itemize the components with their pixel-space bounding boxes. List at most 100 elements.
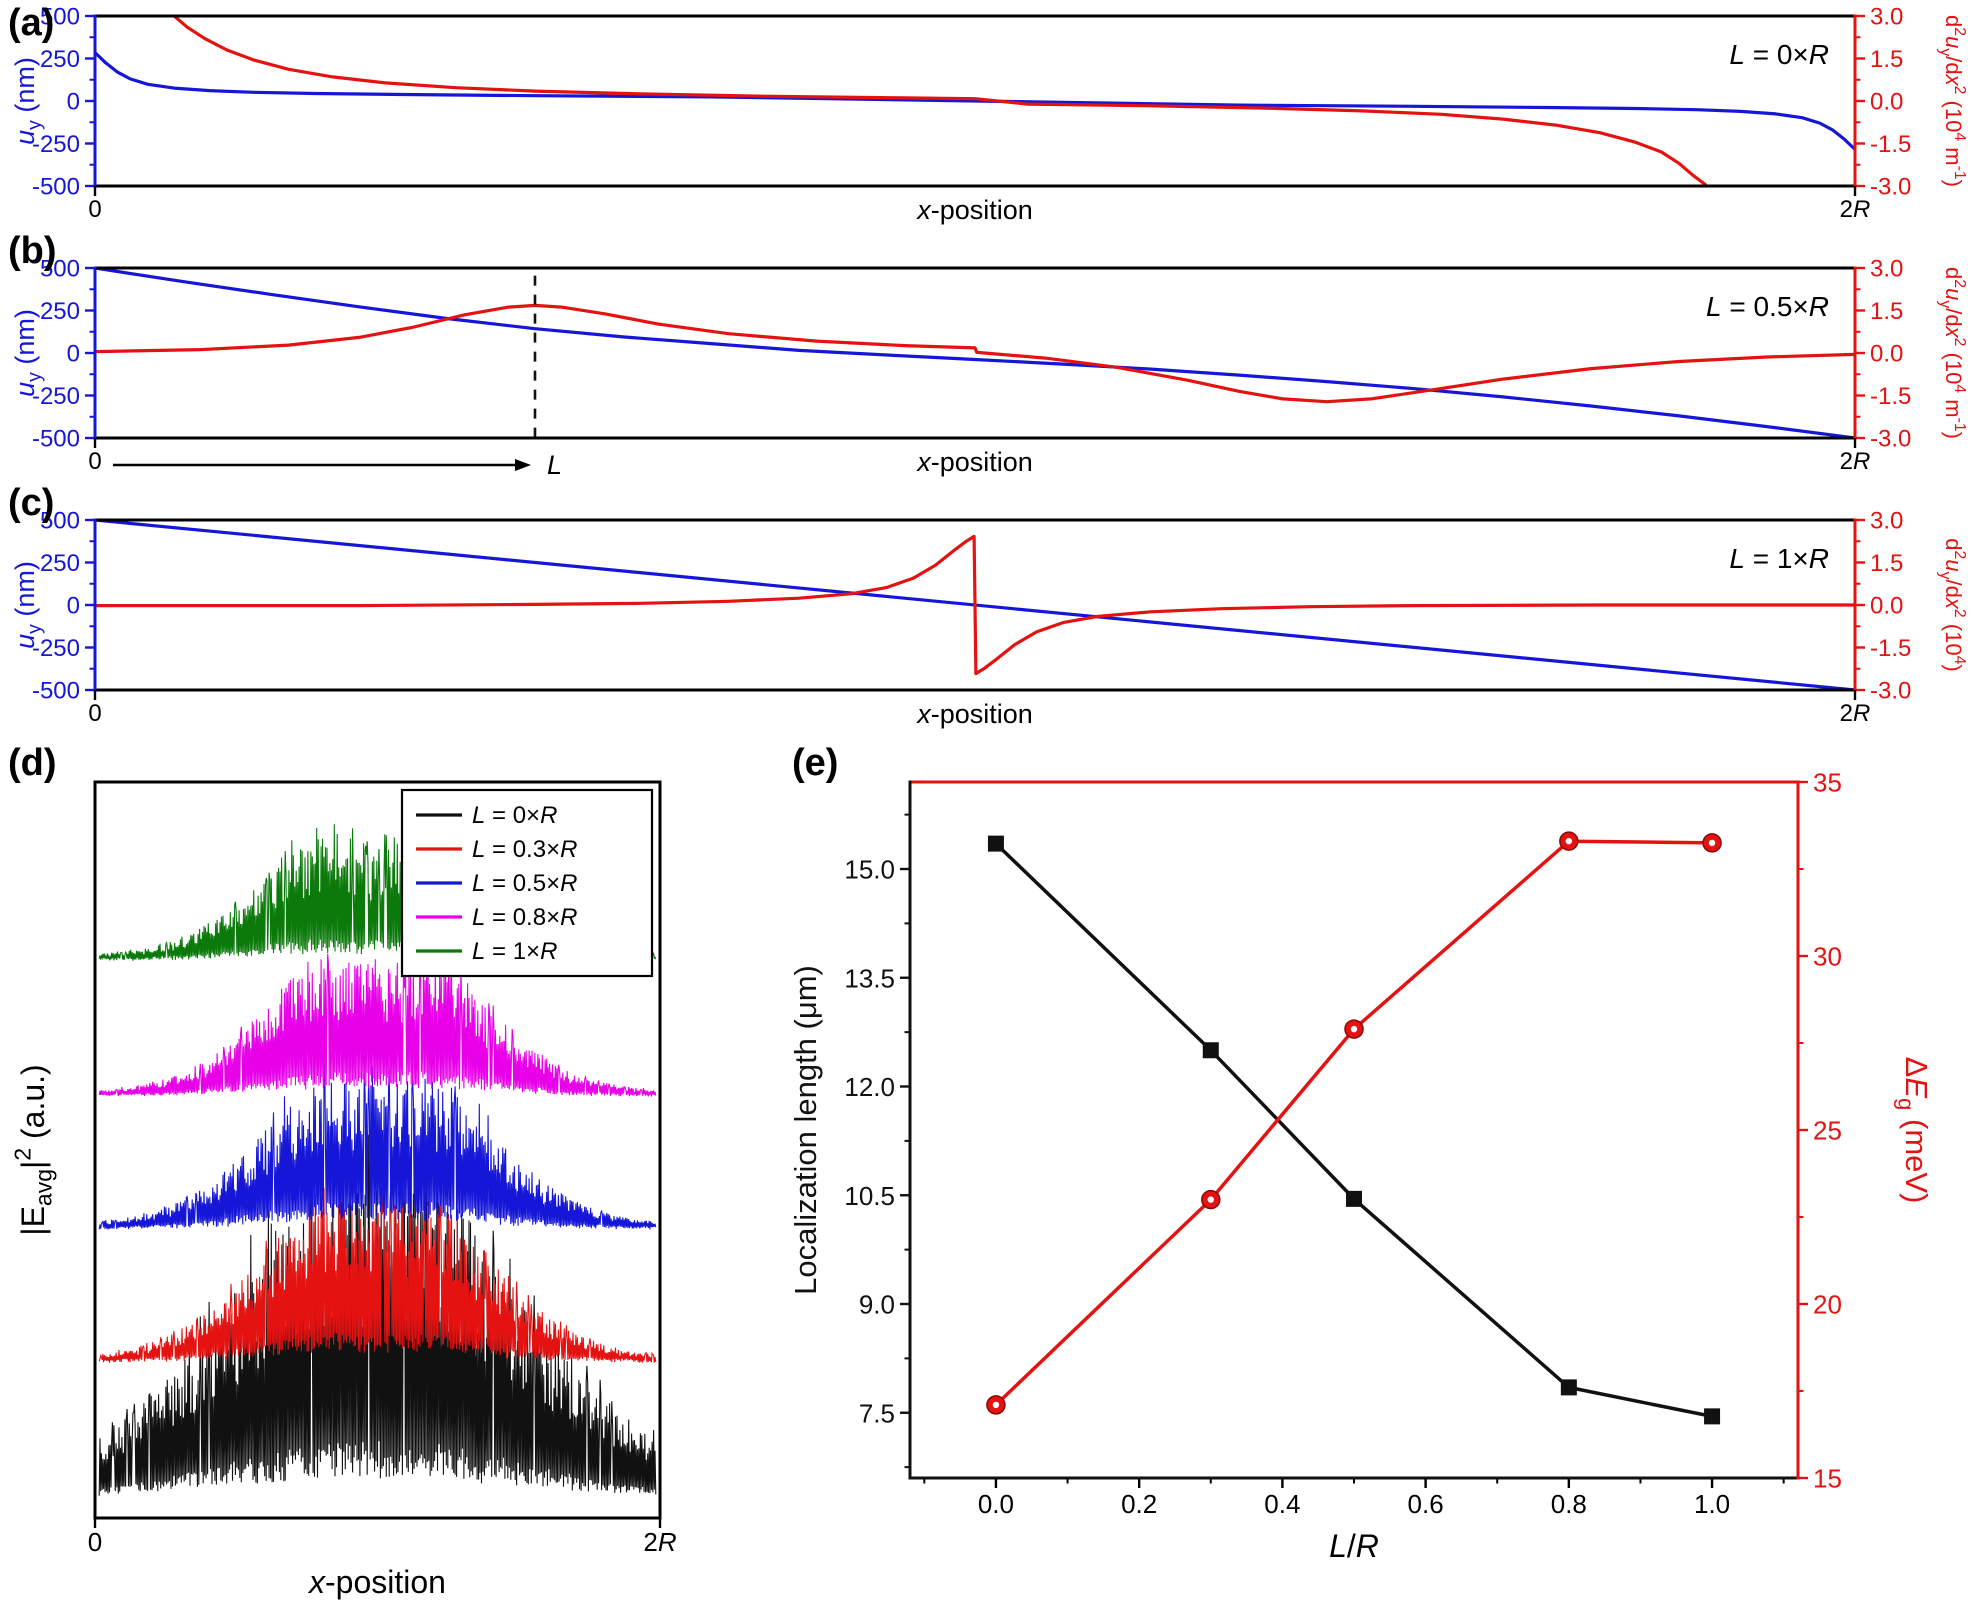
svg-text:d2uy/dx2 (104 m-1): d2uy/dx2 (104 m-1): [1937, 15, 1969, 187]
panel-e-label: (e): [792, 742, 839, 784]
svg-text:2R: 2R: [1840, 448, 1871, 475]
svg-text:15: 15: [1813, 1464, 1842, 1494]
series-field-L-03R: [98, 1179, 657, 1363]
panel-b-series: [95, 268, 1855, 438]
svg-text:-3.0: -3.0: [1870, 677, 1911, 704]
marker-square: [987, 835, 1004, 852]
svg-text:30: 30: [1813, 942, 1842, 972]
svg-text:35: 35: [1813, 768, 1842, 798]
svg-text:-250: -250: [32, 383, 80, 410]
series-field-L-0R: [98, 1134, 657, 1496]
series-field-L-05R: [98, 1064, 657, 1230]
svg-text:-250: -250: [32, 131, 80, 158]
marker-square: [1704, 1408, 1721, 1425]
svg-text:0.0: 0.0: [1870, 88, 1903, 115]
series-curvature: [95, 534, 1855, 676]
legend: L = 0×R L = 0.3×R L = 0.5×R L = 0.8×R L = 1×…: [400, 788, 654, 978]
series-delta-Eg: [994, 839, 1714, 1407]
panel-c-series: [95, 520, 1855, 690]
svg-text:9.0: 9.0: [859, 1290, 895, 1320]
svg-text:d2uy/dx2 (104 m-1): d2uy/dx2 (104 m-1): [1937, 267, 1969, 439]
svg-text:x-position: x-position: [915, 195, 1033, 225]
svg-text:L = 0.3×R: L = 0.3×R: [472, 836, 577, 863]
svg-text:-1.5: -1.5: [1870, 635, 1911, 662]
panel-d-plot: |Eavg|2 (a.u.) 0 2R x-position L = 0×R L = 0.…: [10, 780, 677, 1600]
svg-text:L = 0.8×R: L = 0.8×R: [472, 904, 577, 931]
panel-a-plot: 500 250 0 -250 -500 uy (nm) 3.0 1.5 0.0 -1.5 -3.0 d…: [10, 3, 1968, 225]
svg-text:12.0: 12.0: [844, 1072, 895, 1102]
svg-text:0: 0: [88, 448, 101, 475]
svg-text:25: 25: [1813, 1116, 1842, 1146]
svg-text:3.0: 3.0: [1870, 255, 1903, 282]
svg-text:|Eavg|2 (a.u.): |Eavg|2 (a.u.): [10, 1064, 57, 1235]
svg-text:250: 250: [40, 298, 80, 325]
svg-text:2R: 2R: [643, 1527, 676, 1557]
svg-text:L = 0.5×R: L = 0.5×R: [472, 870, 577, 897]
svg-text:3.0: 3.0: [1870, 3, 1903, 30]
svg-text:20: 20: [1813, 1290, 1842, 1320]
panel-c-label: (c): [8, 482, 55, 524]
svg-text:1.5: 1.5: [1870, 46, 1903, 73]
svg-text:0.2: 0.2: [1121, 1489, 1157, 1519]
panel-e-series: [986, 831, 1722, 1425]
marker-square: [1560, 1379, 1577, 1396]
panel-b-label: (b): [8, 230, 57, 272]
svg-text:250: 250: [40, 550, 80, 577]
panel-e-plot: 7.5 9.0 10.5 12.0 13.5 15.0 Localization lengt…: [788, 768, 1934, 1565]
svg-text:7.5: 7.5: [859, 1398, 895, 1428]
svg-text:3.0: 3.0: [1870, 507, 1903, 534]
svg-text:-500: -500: [32, 425, 80, 452]
arrow-head: [515, 459, 531, 471]
svg-text:L = 1×R: L = 1×R: [472, 938, 557, 965]
panel-d-label: (d): [8, 742, 57, 784]
panel-b-plot: 500 250 0 -250 -500 uy (nm) 3.0 1.5 0.0 -1.5 -3.0 d…: [10, 255, 1968, 480]
svg-text:uy (nm): uy (nm): [10, 57, 46, 145]
svg-text:L = 1×R: L = 1×R: [1729, 543, 1829, 574]
svg-text:500: 500: [40, 255, 80, 282]
series-localization-length: [994, 841, 1714, 1419]
svg-text:d2uy/dx2 (104): d2uy/dx2 (104): [1937, 538, 1969, 671]
svg-text:x-position: x-position: [915, 699, 1033, 729]
svg-text:250: 250: [40, 46, 80, 73]
svg-text:-3.0: -3.0: [1870, 425, 1911, 452]
series-curvature: [172, 16, 1708, 186]
svg-text:0.8: 0.8: [1551, 1489, 1587, 1519]
svg-text:0: 0: [88, 196, 101, 223]
svg-text:Localization length (μm): Localization length (μm): [788, 965, 823, 1295]
svg-text:ΔEg (meV): ΔEg (meV): [1894, 1057, 1934, 1204]
panel-a-series: [95, 16, 1855, 186]
svg-text:-500: -500: [32, 677, 80, 704]
svg-text:500: 500: [40, 507, 80, 534]
panel-c-plot: 500 250 0 -250 -500 uy (nm) 3.0 1.5 0.0 -1.5 -3.0 d…: [10, 507, 1968, 729]
svg-text:L = 0×R: L = 0×R: [1729, 39, 1829, 70]
svg-text:0.0: 0.0: [978, 1489, 1014, 1519]
svg-text:2R: 2R: [1840, 700, 1871, 727]
svg-text:500: 500: [40, 3, 80, 30]
series-curvature: [95, 303, 1855, 404]
svg-text:10.5: 10.5: [844, 1181, 895, 1211]
svg-text:2R: 2R: [1840, 196, 1871, 223]
svg-text:L = 0×R: L = 0×R: [472, 802, 557, 829]
svg-text:0: 0: [67, 340, 80, 367]
svg-text:15.0: 15.0: [844, 855, 895, 885]
svg-text:uy (nm): uy (nm): [10, 309, 46, 397]
panel-a-label: (a): [8, 2, 55, 44]
svg-text:L/R: L/R: [1329, 1528, 1379, 1564]
svg-text:1.5: 1.5: [1870, 550, 1903, 577]
svg-text:x-position: x-position: [307, 1564, 446, 1600]
svg-text:0: 0: [67, 592, 80, 619]
svg-text:-500: -500: [32, 173, 80, 200]
series-uy-displacement: [95, 268, 1855, 438]
svg-text:uy (nm): uy (nm): [10, 561, 46, 649]
svg-text:-250: -250: [32, 635, 80, 662]
marker-square: [1346, 1190, 1362, 1207]
series-field-L-08R: [98, 946, 657, 1097]
marker-square: [1202, 1042, 1219, 1059]
svg-text:13.5: 13.5: [844, 963, 895, 993]
svg-text:-3.0: -3.0: [1870, 173, 1911, 200]
svg-text:0: 0: [88, 1527, 102, 1557]
svg-text:0.6: 0.6: [1408, 1489, 1444, 1519]
svg-text:1.0: 1.0: [1694, 1489, 1730, 1519]
